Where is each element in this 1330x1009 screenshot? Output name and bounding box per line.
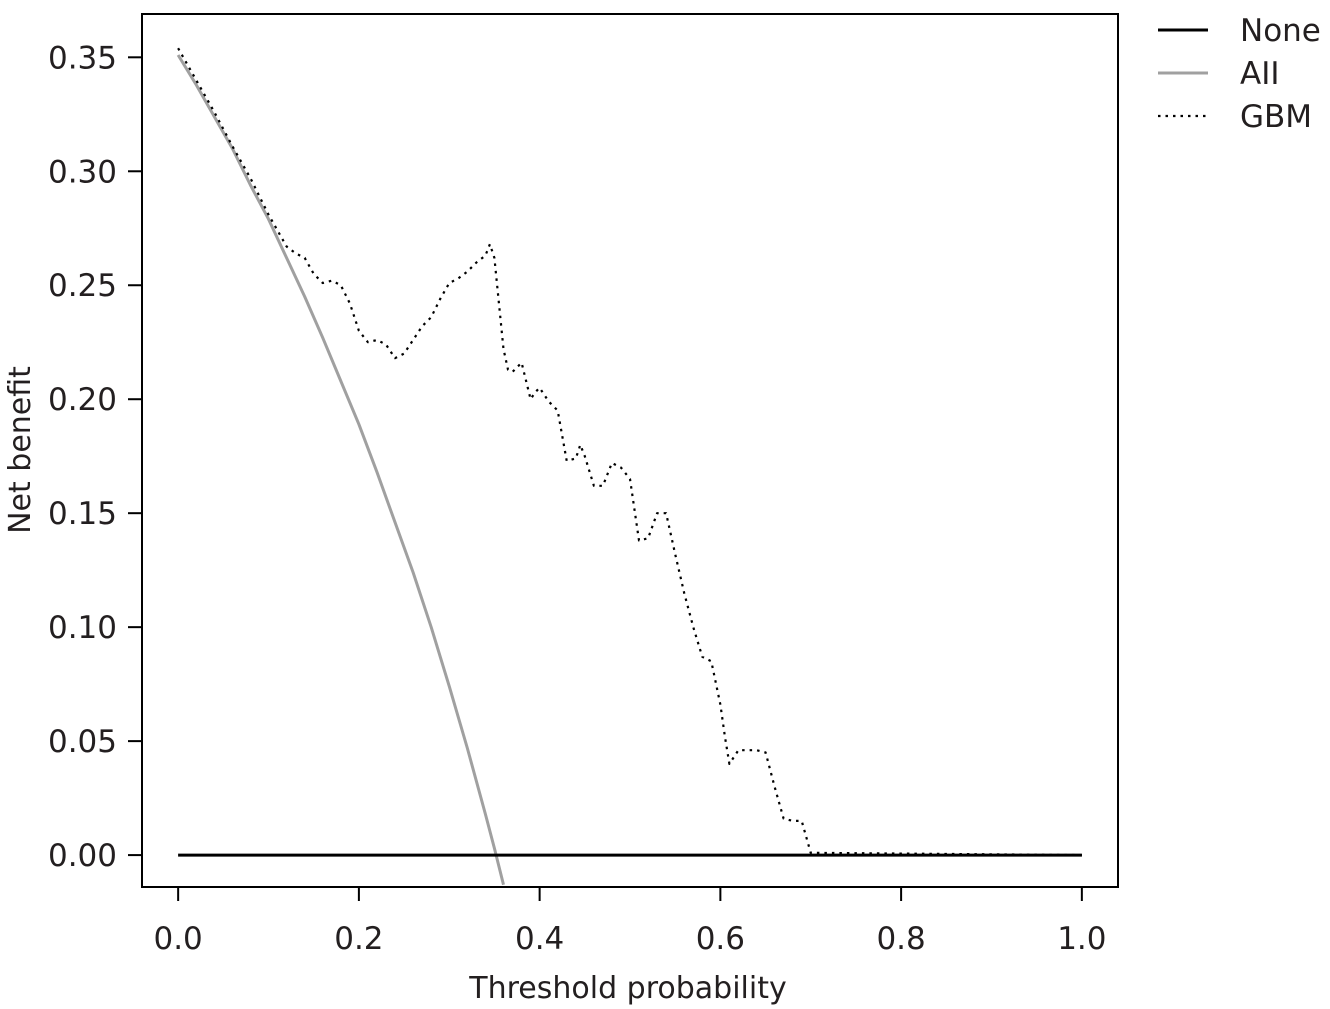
x-tick-label: 0.2 [334, 921, 383, 957]
y-tick-label: 0.20 [48, 382, 117, 418]
series-lines [176, 47, 1082, 886]
legend-label-aii: AII [1240, 56, 1280, 92]
x-axis-title: Threshold probability [468, 971, 786, 1006]
x-tick-label: 0.4 [515, 921, 564, 957]
x-tick-label: 0.8 [876, 921, 925, 957]
y-tick-label: 0.05 [48, 724, 117, 760]
x-tick-label: 0.0 [153, 921, 202, 957]
y-axis: 0.00 0.05 0.10 0.15 0.20 0.25 0.30 0.35 [48, 40, 142, 874]
series-line-gbm [177, 47, 1082, 857]
x-axis: 0.0 0.2 0.4 0.6 0.8 1.0 [153, 887, 1107, 957]
series-line-aii [176, 54, 505, 886]
y-tick-label: 0.15 [48, 496, 117, 532]
y-axis-title: Net benefit [3, 366, 38, 534]
plot-frame [141, 13, 1119, 888]
y-tick-label: 0.00 [48, 838, 117, 874]
legend: None AII GBM [1158, 13, 1321, 135]
y-tick-label: 0.35 [48, 40, 117, 76]
y-tick-label: 0.25 [48, 268, 117, 304]
x-tick-label: 0.6 [696, 921, 745, 957]
legend-label-none: None [1240, 13, 1321, 49]
y-tick-label: 0.10 [48, 610, 117, 646]
y-tick-label: 0.30 [48, 154, 117, 190]
x-tick-label: 1.0 [1057, 921, 1106, 957]
legend-label-gbm: GBM [1240, 99, 1312, 135]
